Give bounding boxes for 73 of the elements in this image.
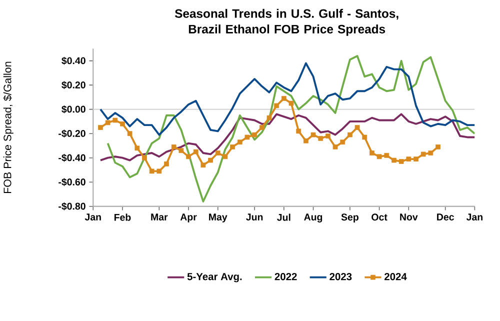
- legend-label: 2023: [330, 272, 352, 280]
- point: [193, 149, 198, 154]
- x-tick-label: Feb: [114, 214, 131, 221]
- point: [376, 154, 382, 159]
- x-tick-label: Jan: [84, 214, 101, 220]
- x-tick-label: Apr: [180, 214, 197, 222]
- point: [127, 131, 132, 136]
- point: [164, 161, 169, 166]
- point: [318, 136, 324, 141]
- point: [208, 158, 213, 163]
- point: [200, 162, 206, 168]
- point: [237, 140, 242, 144]
- point: [215, 150, 220, 156]
- legend-label: 2022: [274, 272, 297, 280]
- point: [384, 152, 390, 158]
- point: [340, 140, 346, 144]
- y-tick-label: $0.40: [62, 56, 86, 65]
- legend-label: 5-Year Avg.: [187, 272, 242, 282]
- point: [222, 154, 228, 159]
- point: [288, 100, 294, 106]
- y-tick-label: -$0.60: [58, 178, 86, 186]
- point: [112, 118, 118, 123]
- point: [420, 152, 426, 157]
- point: [105, 120, 110, 125]
- point: [326, 133, 330, 138]
- point: [428, 150, 434, 156]
- point: [230, 144, 235, 150]
- point: [310, 132, 316, 138]
- point: [171, 144, 176, 150]
- point: [392, 158, 396, 163]
- y-tick-label: -$0.80: [58, 202, 86, 210]
- y-tick-label: -$0.40: [58, 154, 86, 162]
- point: [296, 128, 302, 134]
- point: [370, 150, 374, 156]
- point: [186, 154, 191, 159]
- point: [244, 134, 250, 140]
- point: [274, 103, 280, 108]
- y-axis-title: FOB Price Spread, $/Gallon: [3, 62, 14, 193]
- x-tick-label: Jun: [246, 214, 263, 220]
- point: [134, 146, 140, 150]
- y-tick-label: -$0.20: [58, 130, 86, 138]
- x-tick-label: Dec: [437, 214, 454, 220]
- y-tick-label: $0.20: [62, 80, 86, 89]
- point: [414, 156, 418, 162]
- legend-label: 2024: [384, 272, 407, 280]
- x-tick-label: Nov: [400, 214, 418, 220]
- point: [436, 144, 440, 150]
- x-tick-label: Sep: [341, 214, 358, 222]
- point: [252, 132, 257, 138]
- x-tick-label: Aug: [304, 214, 322, 222]
- point: [178, 148, 184, 153]
- x-tick-label: Jan: [466, 214, 482, 220]
- point: [398, 158, 404, 164]
- chart-title: Seasonal Trends in U.S. Gulf - Santos, Brazil Ethanol FOB Price Spreads: [174, 8, 398, 36]
- point: [406, 156, 412, 162]
- x-tick-label: Oct: [372, 214, 388, 220]
- point: [281, 96, 286, 101]
- x-tick-label: Jul: [277, 214, 290, 221]
- point: [98, 124, 103, 130]
- point: [332, 144, 338, 150]
- point: [120, 121, 125, 126]
- point: [303, 138, 308, 144]
- point: [362, 134, 368, 140]
- point: [142, 155, 147, 160]
- point: [156, 168, 162, 174]
- x-tick-label: Mar: [151, 214, 168, 220]
- x-tick-label: May: [209, 214, 228, 222]
- y-tick-label: $0.00: [62, 105, 86, 114]
- point: [259, 124, 264, 130]
- point: [266, 115, 272, 120]
- point: [149, 168, 154, 174]
- point: [348, 132, 352, 138]
- point: [354, 124, 360, 130]
